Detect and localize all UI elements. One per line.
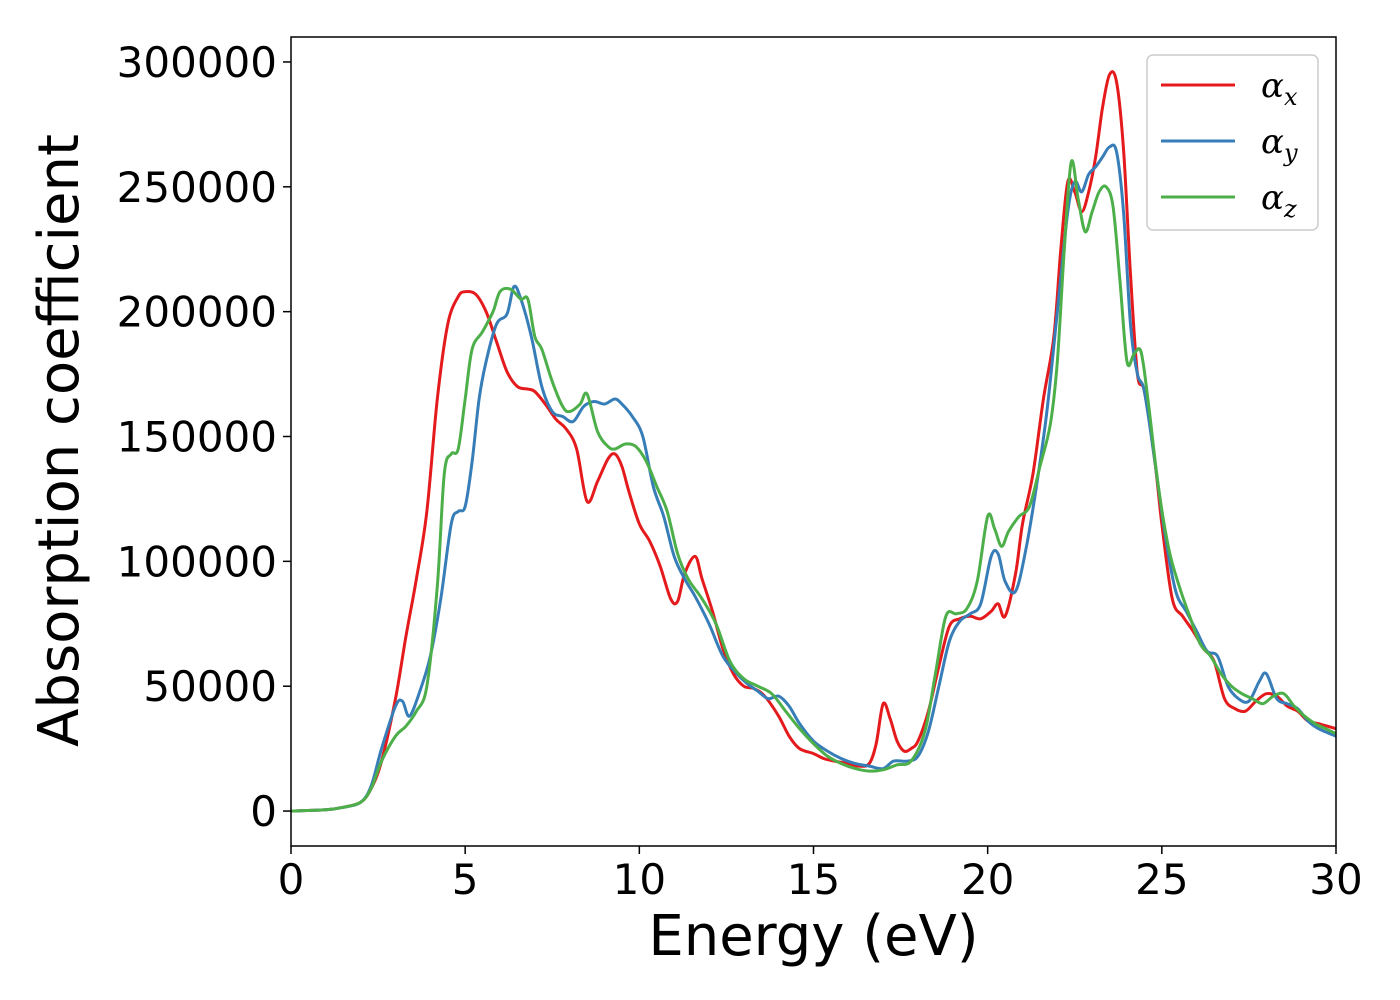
y-tick-label: 50000 — [143, 662, 277, 711]
y-tick-label: 200000 — [117, 288, 277, 337]
series-line-z — [291, 159, 1336, 813]
y-tick-label: 250000 — [117, 163, 277, 212]
y-tick-label: 300000 — [117, 38, 277, 87]
x-axis-title: Energy (eV) — [648, 904, 978, 969]
x-tick-label: 20 — [961, 855, 1014, 904]
legend-label-x: αx — [1261, 66, 1298, 111]
x-axis: 0 5 10 15 20 25 30 — [278, 846, 1363, 904]
y-tick-label: 150000 — [117, 413, 277, 462]
y-tick-label: 0 — [250, 787, 277, 836]
x-tick-label: 25 — [1135, 855, 1188, 904]
x-tick-label: 5 — [452, 855, 479, 904]
legend-label-y: αy — [1261, 122, 1298, 167]
y-axis-title: Absorption coefficient — [27, 134, 92, 747]
legend: αx αy αz — [1146, 54, 1319, 231]
legend-label-z: αz — [1261, 178, 1297, 223]
series-layer — [291, 70, 1336, 813]
series-line-y — [291, 143, 1336, 813]
x-tick-label: 0 — [278, 855, 305, 904]
y-tick-label: 100000 — [117, 537, 277, 586]
x-tick-label: 30 — [1309, 855, 1362, 904]
x-tick-label: 10 — [613, 855, 666, 904]
y-axis: 0 50000 100000 150000 200000 250000 300000 — [117, 38, 291, 836]
x-tick-label: 15 — [787, 855, 840, 904]
